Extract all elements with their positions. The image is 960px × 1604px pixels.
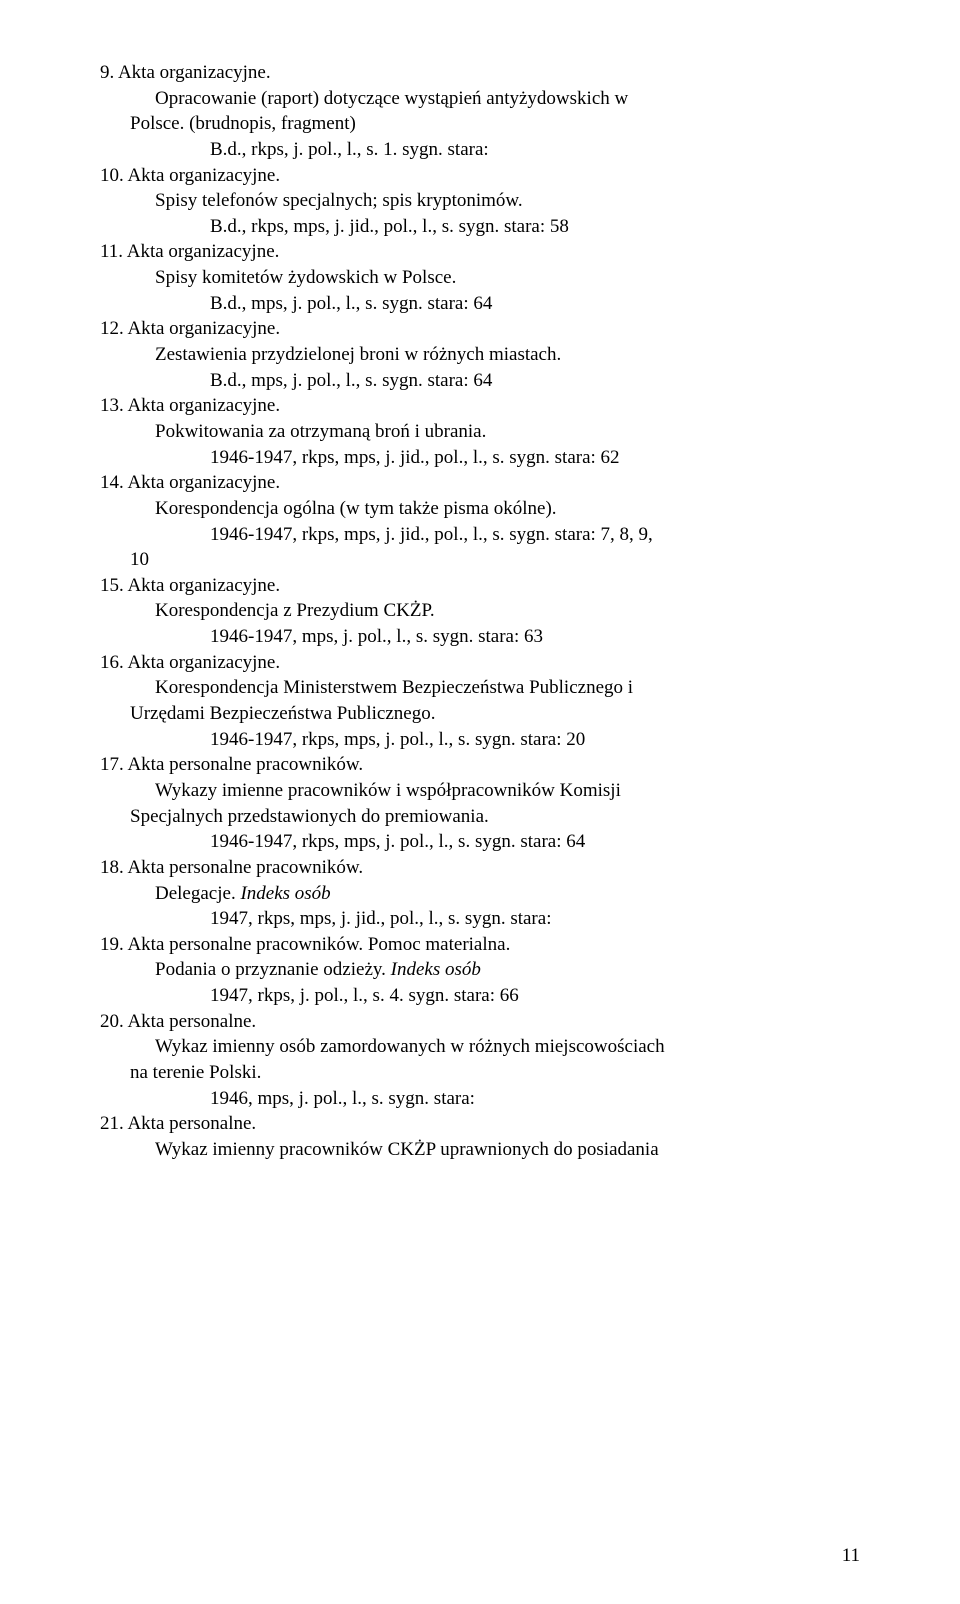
entry-signature: 1946-1947, rkps, mps, j. pol., l., s. sy… [210,727,860,753]
entry-signature: 1946-1947, rkps, mps, j. jid., pol., l.,… [210,445,860,471]
entry-heading: 14. Akta organizacyjne. [100,470,860,496]
entry-description: Opracowanie (raport) dotyczące wystąpień… [155,86,860,112]
list-entry: 12. Akta organizacyjne.Zestawienia przyd… [100,316,860,393]
entry-heading: 18. Akta personalne pracowników. [100,855,860,881]
entry-signature: B.d., rkps, mps, j. jid., pol., l., s. s… [210,214,860,240]
entries-list: 9. Akta organizacyjne.Opracowanie (rapor… [100,60,860,1163]
list-entry: 19. Akta personalne pracowników. Pomoc m… [100,932,860,1009]
list-entry: 13. Akta organizacyjne.Pokwitowania za o… [100,393,860,470]
list-entry: 11. Akta organizacyjne.Spisy komitetów ż… [100,239,860,316]
entry-description: Podania o przyznanie odzieży. Indeks osó… [155,957,860,983]
entry-description: Korespondencja ogólna (w tym także pisma… [155,496,860,522]
entry-description: Spisy komitetów żydowskich w Polsce. [155,265,860,291]
entry-heading: 10. Akta organizacyjne. [100,163,860,189]
entry-heading: 19. Akta personalne pracowników. Pomoc m… [100,932,860,958]
entry-description: Wykaz imienny osób zamordowanych w różny… [155,1034,860,1060]
entry-continuation: Specjalnych przedstawionych do premiowan… [130,804,860,830]
list-entry: 14. Akta organizacyjne.Korespondencja og… [100,470,860,573]
entry-heading: 21. Akta personalne. [100,1111,860,1137]
entry-description: Korespondencja Ministerstwem Bezpieczeńs… [155,675,860,701]
entry-continuation: na terenie Polski. [130,1060,860,1086]
entry-description: Pokwitowania za otrzymaną broń i ubrania… [155,419,860,445]
entry-heading: 16. Akta organizacyjne. [100,650,860,676]
document-page: 9. Akta organizacyjne.Opracowanie (rapor… [0,0,960,1604]
entry-signature: 1946-1947, rkps, mps, j. jid., pol., l.,… [210,522,860,548]
entry-signature: 1947, rkps, mps, j. jid., pol., l., s. s… [210,906,860,932]
entry-text: Delegacje. [155,883,240,904]
entry-heading: 15. Akta organizacyjne. [100,573,860,599]
entry-italic: Indeks osób [240,883,330,904]
entry-continuation: 10 [130,547,860,573]
entry-signature: 1946-1947, rkps, mps, j. pol., l., s. sy… [210,829,860,855]
entry-heading: 11. Akta organizacyjne. [100,239,860,265]
entry-description: Wykaz imienny pracowników CKŻP uprawnion… [155,1137,860,1163]
entry-signature: B.d., mps, j. pol., l., s. sygn. stara: … [210,291,860,317]
entry-heading: 13. Akta organizacyjne. [100,393,860,419]
list-entry: 9. Akta organizacyjne.Opracowanie (rapor… [100,60,860,163]
entry-italic: Indeks osób [391,959,481,980]
list-entry: 21. Akta personalne.Wykaz imienny pracow… [100,1111,860,1162]
entry-description: Spisy telefonów specjalnych; spis krypto… [155,188,860,214]
entry-signature: 1947, rkps, j. pol., l., s. 4. sygn. sta… [210,983,860,1009]
list-entry: 10. Akta organizacyjne.Spisy telefonów s… [100,163,860,240]
entry-heading: 9. Akta organizacyjne. [100,60,860,86]
entry-heading: 20. Akta personalne. [100,1009,860,1035]
list-entry: 20. Akta personalne.Wykaz imienny osób z… [100,1009,860,1112]
entry-heading: 17. Akta personalne pracowników. [100,752,860,778]
list-entry: 18. Akta personalne pracowników.Delegacj… [100,855,860,932]
entry-signature: B.d., rkps, j. pol., l., s. 1. sygn. sta… [210,137,860,163]
entry-continuation: Urzędami Bezpieczeństwa Publicznego. [130,701,860,727]
list-entry: 15. Akta organizacyjne.Korespondencja z … [100,573,860,650]
entry-signature: 1946, mps, j. pol., l., s. sygn. stara: [210,1086,860,1112]
entry-description: Zestawienia przydzielonej broni w różnyc… [155,342,860,368]
entry-continuation: Polsce. (brudnopis, fragment) [130,111,860,137]
list-entry: 17. Akta personalne pracowników.Wykazy i… [100,752,860,855]
entry-heading: 12. Akta organizacyjne. [100,316,860,342]
entry-signature: B.d., mps, j. pol., l., s. sygn. stara: … [210,368,860,394]
entry-signature: 1946-1947, mps, j. pol., l., s. sygn. st… [210,624,860,650]
list-entry: 16. Akta organizacyjne.Korespondencja Mi… [100,650,860,753]
entry-description: Delegacje. Indeks osób [155,881,860,907]
entry-description: Korespondencja z Prezydium CKŻP. [155,598,860,624]
page-number: 11 [842,1543,860,1569]
entry-text: Podania o przyznanie odzieży. [155,959,391,980]
entry-description: Wykazy imienne pracowników i współpracow… [155,778,860,804]
